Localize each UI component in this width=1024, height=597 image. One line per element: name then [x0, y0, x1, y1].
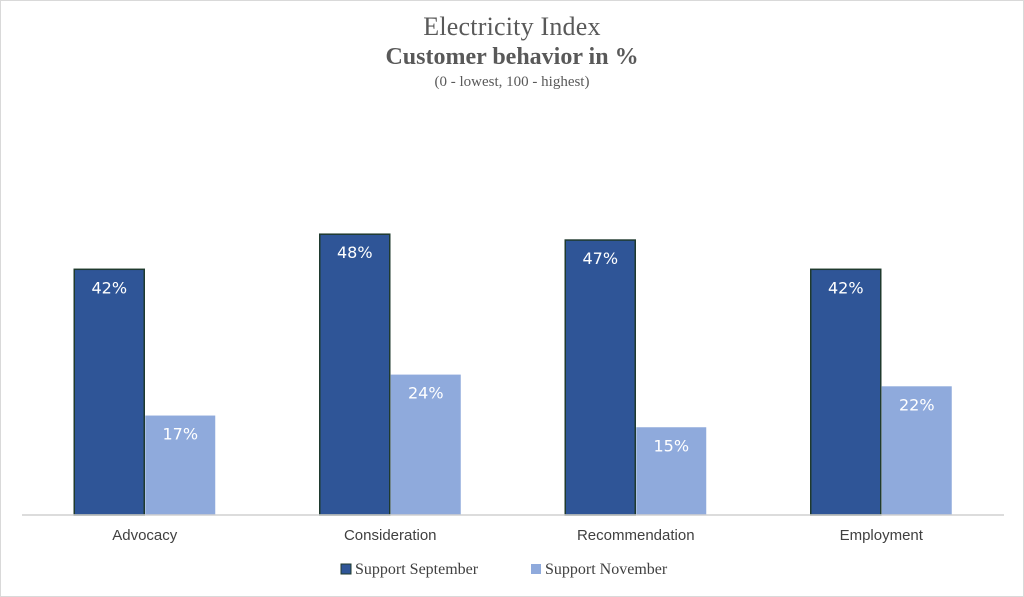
legend-swatch: [531, 564, 541, 574]
bar-november-recommendation: [636, 427, 707, 515]
data-label: 42%: [91, 278, 127, 297]
bars-group: 42% 17% 48% 24% 47% 15% 42% 22%: [73, 233, 952, 516]
category-label: Employment: [840, 527, 924, 544]
data-label: 22%: [899, 395, 935, 414]
chart-title: Electricity Index: [423, 12, 601, 41]
data-label: 47%: [582, 249, 618, 268]
category-labels-group: Advocacy Consideration Recommendation Emplo…: [112, 527, 924, 544]
category-label: Recommendation: [577, 527, 695, 544]
bar-september-advocacy: [73, 268, 145, 516]
chart-subtitle: Customer behavior in %: [385, 44, 639, 70]
category-label: Advocacy: [112, 527, 178, 544]
data-label: 48%: [337, 243, 373, 262]
bar-november-employment: [881, 386, 952, 515]
bar-november-advocacy: [145, 415, 216, 515]
chart-title-block: Electricity Index Customer behavior in %…: [0, 12, 1024, 92]
data-label: 24%: [408, 384, 444, 403]
legend-label: Support September: [355, 561, 479, 578]
data-label: 42%: [828, 278, 864, 297]
bar-november-consideration: [390, 374, 461, 515]
data-label: 17%: [162, 425, 198, 444]
legend: Support September Support November: [340, 561, 668, 578]
bar-september-recommendation: [564, 239, 636, 516]
bar-september-employment: [810, 268, 882, 516]
legend-swatch: [340, 563, 352, 575]
chart-note: (0 - lowest, 100 - highest): [434, 74, 590, 90]
legend-label: Support November: [545, 561, 668, 578]
category-label: Consideration: [344, 527, 437, 544]
data-label: 15%: [653, 436, 689, 455]
bar-september-consideration: [319, 233, 391, 516]
